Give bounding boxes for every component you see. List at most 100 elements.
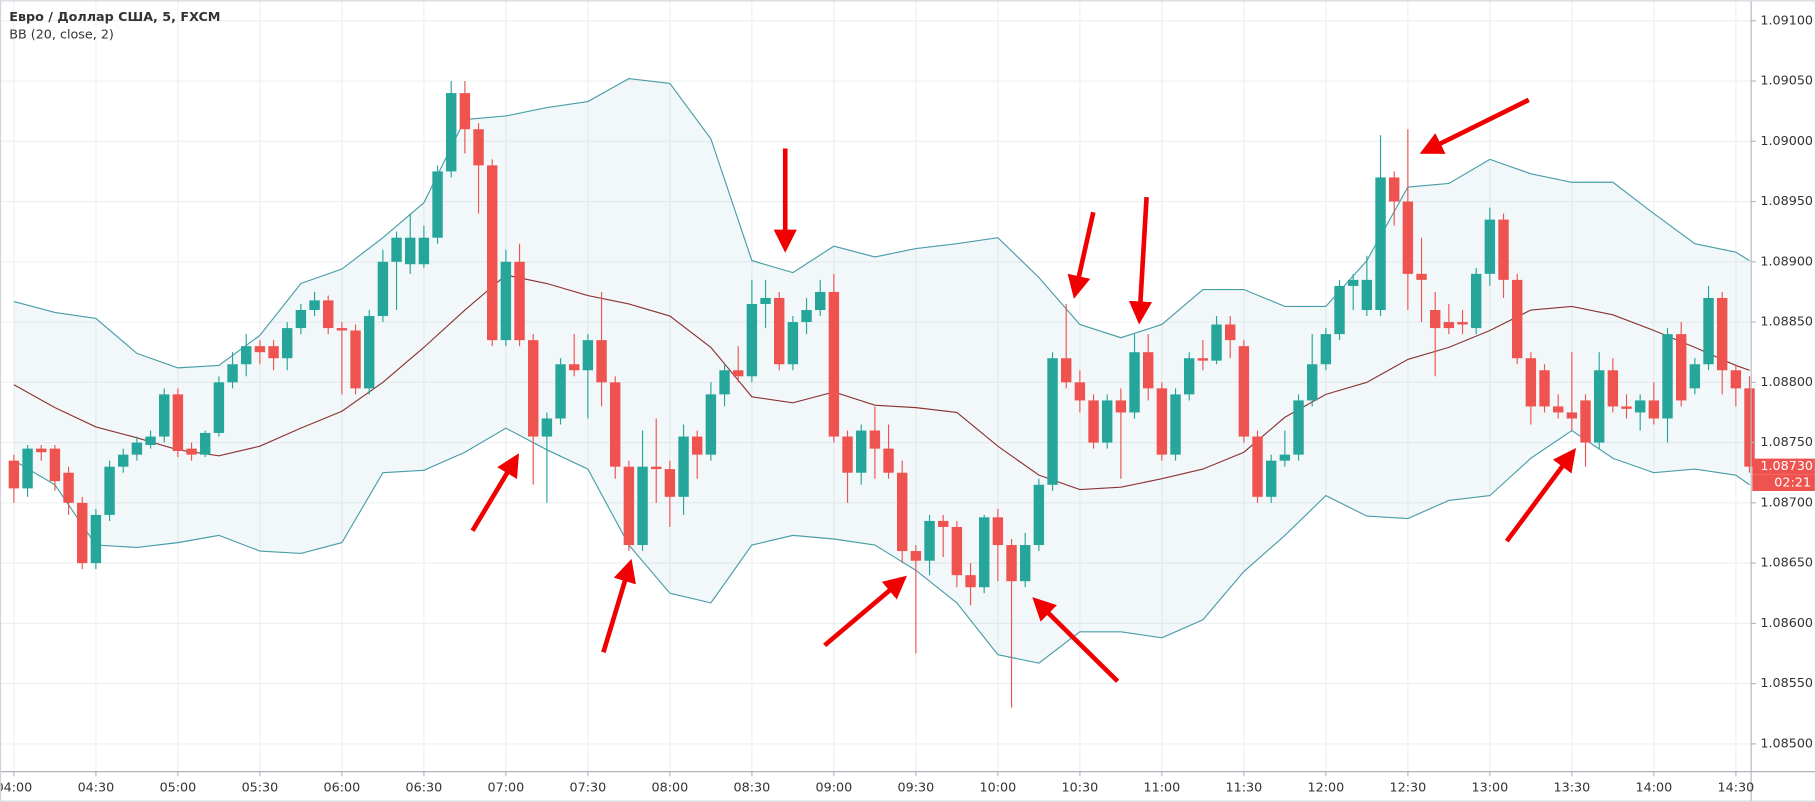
candle-body bbox=[787, 322, 799, 365]
candle-body bbox=[855, 430, 867, 473]
candle-body bbox=[241, 346, 252, 365]
candle-body bbox=[528, 340, 539, 437]
y-tick-label: 1.08600 bbox=[1760, 616, 1813, 631]
candle-body bbox=[828, 291, 840, 437]
candle-body bbox=[268, 346, 279, 359]
arrow bbox=[823, 575, 907, 648]
candle-body bbox=[541, 418, 553, 437]
candle-body bbox=[1566, 412, 1578, 419]
candle-body bbox=[323, 300, 334, 329]
candle-body bbox=[1252, 436, 1263, 497]
candle-body bbox=[1306, 364, 1318, 401]
candle-body bbox=[213, 382, 225, 433]
candle-body bbox=[1457, 322, 1468, 325]
candle-body bbox=[1019, 545, 1031, 582]
candle-body bbox=[1047, 358, 1058, 485]
band-line bbox=[13, 274, 1750, 491]
candle-body bbox=[1170, 394, 1181, 455]
candle-body bbox=[295, 310, 307, 329]
x-tick-label: 14:00 bbox=[1636, 780, 1673, 795]
candle-body bbox=[350, 330, 361, 389]
candle-body bbox=[36, 448, 47, 453]
candles bbox=[8, 81, 1755, 708]
x-tick-label: 08:00 bbox=[652, 780, 689, 795]
candle-body bbox=[254, 346, 266, 353]
candle-body bbox=[1634, 400, 1646, 413]
bollinger-bands bbox=[13, 78, 1750, 664]
candle-body bbox=[1279, 454, 1291, 461]
y-tick-label: 1.08650 bbox=[1760, 556, 1813, 571]
candle-body bbox=[1552, 406, 1564, 413]
candle-body bbox=[924, 520, 935, 561]
x-tick-label: 04:30 bbox=[78, 780, 115, 795]
candle-body bbox=[1580, 400, 1591, 443]
candle-body bbox=[692, 436, 703, 455]
y-tick-label: 1.08800 bbox=[1760, 375, 1813, 390]
candle-body bbox=[1224, 324, 1236, 341]
candle-body bbox=[131, 442, 143, 455]
candle-body bbox=[1265, 460, 1277, 497]
candle-body bbox=[623, 466, 635, 546]
annotation-arrows bbox=[470, 97, 1576, 683]
candle-body bbox=[1293, 400, 1304, 455]
indicator-label: BB (20, close, 2) bbox=[9, 28, 114, 43]
candle-body bbox=[63, 472, 74, 503]
x-tick-label: 12:00 bbox=[1308, 780, 1345, 795]
candle-body bbox=[145, 436, 156, 445]
candle-body bbox=[555, 364, 566, 419]
candle-body bbox=[1689, 364, 1701, 389]
candle-body bbox=[719, 370, 730, 395]
x-tick-label: 10:30 bbox=[1062, 780, 1099, 795]
candle-body bbox=[159, 394, 170, 437]
candle-body bbox=[1511, 279, 1523, 359]
candle-body bbox=[1744, 388, 1755, 467]
candle-body bbox=[569, 364, 580, 371]
x-tick-label: 05:00 bbox=[160, 780, 197, 795]
y-tick-label: 1.09050 bbox=[1760, 74, 1813, 89]
candle-body bbox=[459, 93, 471, 130]
y-tick-label: 1.08500 bbox=[1760, 736, 1813, 751]
candle-body bbox=[8, 460, 20, 489]
candle-body bbox=[1593, 370, 1605, 443]
candle-body bbox=[1443, 322, 1455, 329]
candle-body bbox=[651, 466, 662, 470]
candle-body bbox=[1088, 400, 1099, 443]
candle-body bbox=[405, 237, 416, 265]
candle-body bbox=[364, 316, 375, 389]
arrow bbox=[1419, 97, 1530, 154]
arrow bbox=[1067, 211, 1096, 299]
y-tick-label: 1.08850 bbox=[1760, 315, 1813, 330]
candle-body bbox=[1402, 201, 1414, 274]
candle-body bbox=[90, 514, 102, 564]
candle-body bbox=[1129, 352, 1140, 413]
candle-body bbox=[1429, 310, 1441, 329]
candle-body bbox=[1101, 400, 1113, 443]
x-tick-label: 11:00 bbox=[1144, 780, 1181, 795]
candle-body bbox=[1006, 545, 1017, 582]
candle-body bbox=[596, 340, 607, 383]
candle-body bbox=[309, 300, 320, 311]
candle-body bbox=[1675, 334, 1687, 401]
candle-body bbox=[760, 297, 771, 304]
candle-body bbox=[637, 466, 648, 546]
x-tick-label: 09:00 bbox=[816, 780, 853, 795]
arrow bbox=[601, 558, 636, 653]
candle-body bbox=[992, 517, 1004, 546]
candle-body bbox=[1662, 334, 1673, 419]
candle-body bbox=[473, 129, 484, 166]
candle-body bbox=[1470, 273, 1482, 329]
candle-body bbox=[104, 466, 115, 515]
arrow bbox=[1504, 447, 1576, 543]
candle-body bbox=[391, 237, 402, 262]
arrow bbox=[1128, 197, 1153, 325]
candle-body bbox=[1142, 352, 1154, 389]
band-line bbox=[13, 427, 1750, 664]
x-tick-label: 09:30 bbox=[898, 780, 935, 795]
candle-body bbox=[77, 502, 88, 564]
candle-body bbox=[733, 370, 744, 377]
candle-body bbox=[896, 472, 908, 552]
candle-body bbox=[22, 448, 33, 489]
candle-body bbox=[1238, 346, 1250, 437]
band-line bbox=[13, 78, 1750, 369]
